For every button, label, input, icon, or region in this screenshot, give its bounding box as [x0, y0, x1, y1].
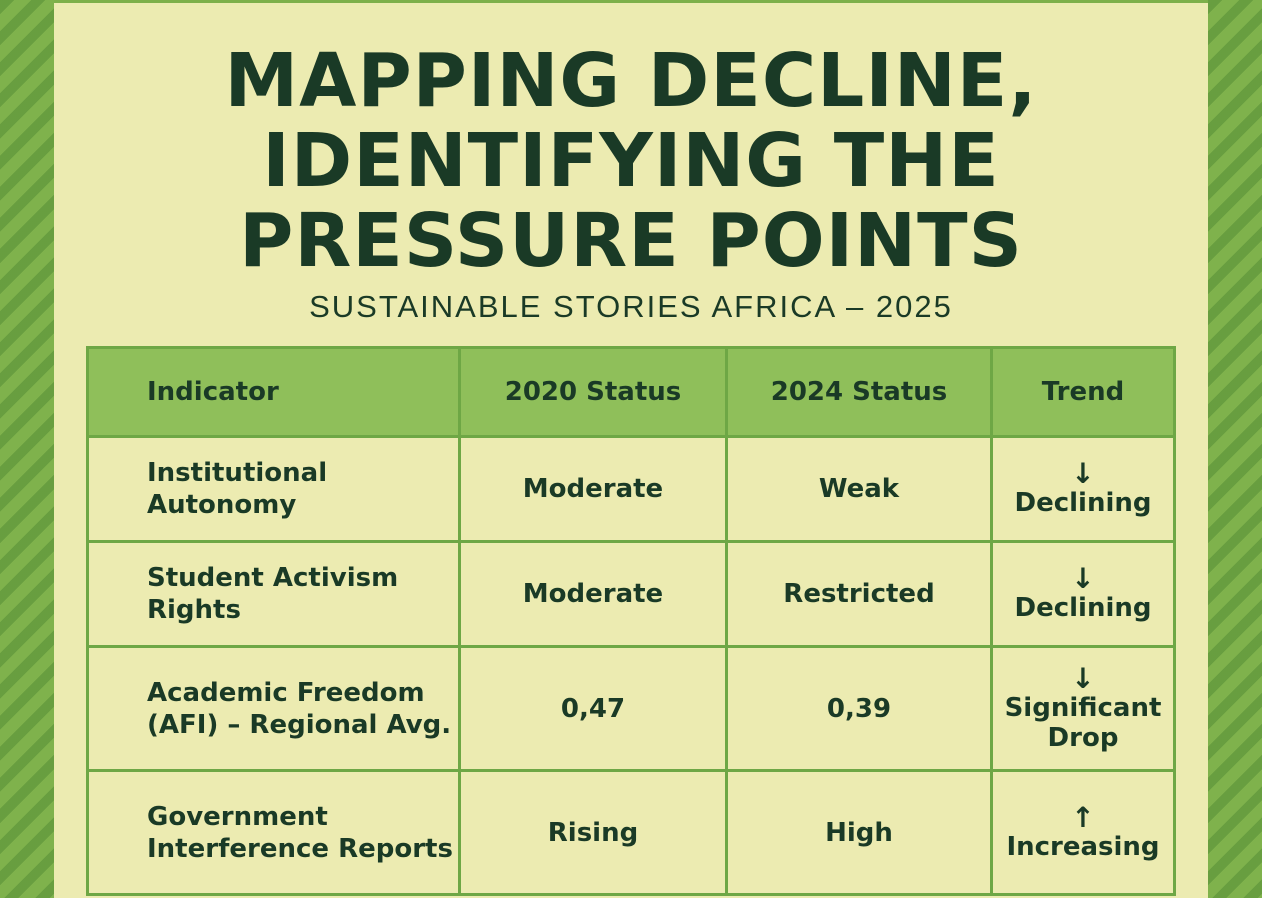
- header-indicator: Indicator: [86, 346, 461, 438]
- arrow-down-icon: ↓: [1071, 562, 1095, 595]
- indicator-cell: Institutional Autonomy: [86, 435, 461, 543]
- indicator-cell: Academic Freedom (AFI) – Regional Avg.: [86, 645, 461, 772]
- subtitle: SUSTAINABLE STORIES AFRICA – 2025: [309, 289, 953, 324]
- status-2020-cell: Moderate: [458, 540, 728, 648]
- status-2024-cell: Restricted: [725, 540, 993, 648]
- indicator-cell: Government Interference Reports: [86, 769, 461, 896]
- indicator-cell: Student Activism Rights: [86, 540, 461, 648]
- trend-label: Declining: [1014, 488, 1152, 518]
- indicator-table: Indicator 2020 Status 2024 Status Trend …: [86, 346, 1176, 896]
- header-trend: Trend: [990, 346, 1176, 438]
- status-2024-cell: High: [725, 769, 993, 896]
- trend-cell: ↓ Declining: [990, 435, 1176, 543]
- trend-cell: ↑ Increasing: [990, 769, 1176, 896]
- header-2024: 2024 Status: [725, 346, 993, 438]
- arrow-up-icon: ↑: [1071, 800, 1095, 834]
- arrow-down-icon: ↓: [1071, 661, 1095, 695]
- decorative-border-right: [1208, 0, 1262, 898]
- page-title: MAPPING DECLINE, IDENTIFYING THE PRESSUR…: [224, 38, 1038, 284]
- table-row: Student Activism Rights Moderate Restric…: [86, 540, 1176, 648]
- table-row: Institutional Autonomy Moderate Weak ↓ De…: [86, 435, 1176, 543]
- table-header: Indicator 2020 Status 2024 Status Trend: [86, 346, 1176, 438]
- status-2020-cell: Moderate: [458, 435, 728, 543]
- arrow-down-icon: ↓: [1071, 457, 1095, 490]
- status-2024-cell: Weak: [725, 435, 993, 543]
- status-2020-cell: Rising: [458, 769, 728, 896]
- trend-cell: ↓ Significant Drop: [990, 645, 1176, 772]
- poster: MAPPING DECLINE, IDENTIFYING THE PRESSUR…: [54, 3, 1208, 898]
- header-2020: 2020 Status: [458, 346, 728, 438]
- trend-cell: ↓ Declining: [990, 540, 1176, 648]
- trend-label: Increasing: [1006, 831, 1160, 862]
- decorative-border-left: [0, 0, 54, 898]
- status-2024-cell: 0,39: [725, 645, 993, 772]
- status-2020-cell: 0,47: [458, 645, 728, 772]
- trend-label: Declining: [1014, 593, 1152, 623]
- trend-label: Significant Drop: [1004, 692, 1162, 753]
- table-row: Academic Freedom (AFI) – Regional Avg. 0…: [86, 645, 1176, 772]
- table-row: Government Interference Reports Rising H…: [86, 769, 1176, 896]
